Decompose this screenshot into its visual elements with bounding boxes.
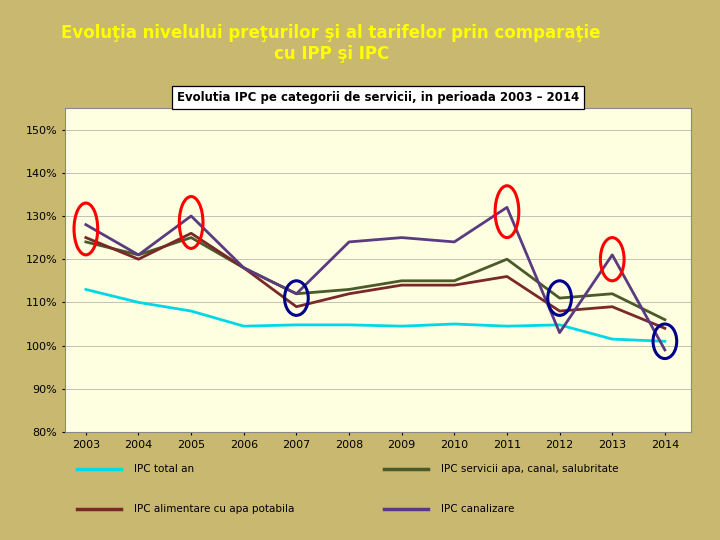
Text: Evoluţia nivelului preţurilor şi al tarifelor prin comparaţie
cu IPP şi IPC: Evoluţia nivelului preţurilor şi al tari… [61, 24, 601, 63]
Text: IPC servicii apa, canal, salubritate: IPC servicii apa, canal, salubritate [441, 463, 618, 474]
Text: IPC canalizare: IPC canalizare [441, 504, 514, 514]
Text: IPC total an: IPC total an [134, 463, 194, 474]
Title: Evolutia IPC pe categorii de servicii, in perioada 2003 – 2014: Evolutia IPC pe categorii de servicii, i… [177, 91, 579, 104]
Text: IPC alimentare cu apa potabila: IPC alimentare cu apa potabila [134, 504, 294, 514]
